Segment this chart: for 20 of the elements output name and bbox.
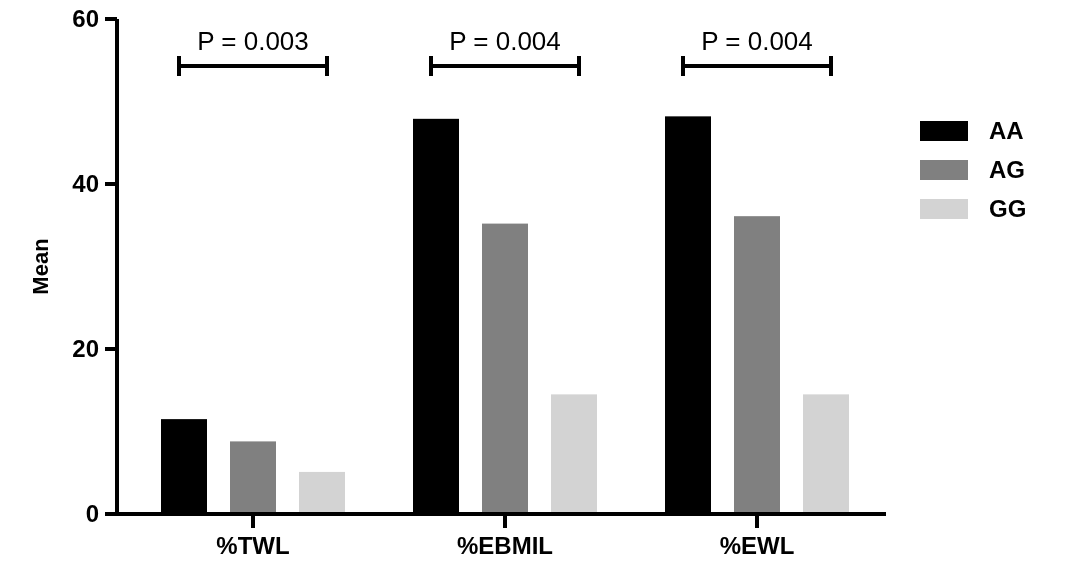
bar: [230, 441, 276, 514]
annotation: P = 0.004: [449, 26, 561, 56]
x-tick-label: %EBMIL: [457, 532, 553, 559]
annotation: P = 0.004: [701, 26, 813, 56]
bar: [551, 394, 597, 514]
bar: [482, 223, 528, 514]
legend-label: GG: [989, 195, 1027, 223]
y-tick-label: 40: [72, 170, 99, 198]
x-tick-label: %TWL: [216, 532, 290, 559]
x-tick-label: %EWL: [719, 532, 795, 559]
legend-label: AA: [989, 117, 1024, 145]
bar: [803, 394, 849, 514]
y-tick-label: 60: [72, 5, 99, 33]
bar: [734, 216, 780, 514]
y-axis-title: Mean: [28, 238, 53, 295]
y-tick-label: 0: [85, 500, 99, 528]
y-tick-label: 20: [72, 335, 99, 363]
bar: [299, 471, 345, 514]
annotation: P = 0.003: [197, 26, 309, 56]
legend-label: AG: [989, 156, 1025, 184]
